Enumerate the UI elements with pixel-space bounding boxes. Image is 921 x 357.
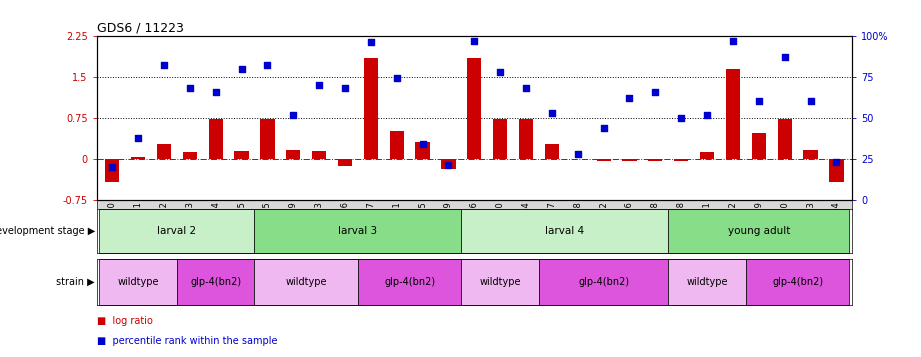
Text: larval 4: larval 4 [545, 226, 585, 236]
Point [467, 38, 482, 44]
Bar [131, 157, 146, 159]
Point [441, 162, 456, 168]
Bar [338, 159, 352, 166]
Point [234, 66, 249, 71]
Point [260, 62, 274, 68]
Point [622, 95, 636, 101]
Bar [358, 259, 461, 305]
Bar [829, 159, 844, 182]
Bar [669, 209, 849, 253]
Bar [157, 144, 171, 159]
Text: wildtype: wildtype [480, 277, 521, 287]
Bar [700, 152, 714, 159]
Bar [746, 259, 849, 305]
Bar [461, 259, 539, 305]
Point [544, 110, 559, 116]
Bar [182, 152, 197, 159]
Bar [261, 120, 274, 159]
Bar [539, 259, 669, 305]
Text: glp-4(bn2): glp-4(bn2) [578, 277, 629, 287]
Bar [777, 120, 792, 159]
Bar [648, 159, 662, 161]
Point [364, 39, 379, 45]
Point [829, 159, 844, 165]
Bar [390, 131, 403, 159]
Point [390, 76, 404, 81]
Text: glp-4(bn2): glp-4(bn2) [190, 277, 241, 287]
Point [519, 85, 533, 91]
Text: larval 2: larval 2 [157, 226, 196, 236]
Bar [208, 120, 223, 159]
Bar [286, 150, 300, 159]
Point [415, 141, 430, 147]
Bar [519, 120, 533, 159]
Bar [254, 209, 461, 253]
Point [803, 99, 818, 104]
Point [286, 112, 300, 117]
Bar [493, 120, 507, 159]
Point [700, 112, 715, 117]
Bar [726, 69, 740, 159]
Bar [254, 259, 358, 305]
Point [208, 89, 223, 94]
Bar [364, 57, 378, 159]
Bar [467, 57, 482, 159]
Text: GDS6 / 11223: GDS6 / 11223 [97, 21, 183, 35]
Bar [803, 150, 818, 159]
Text: young adult: young adult [728, 226, 790, 236]
Bar [441, 159, 456, 169]
Bar [669, 259, 746, 305]
Point [182, 85, 197, 91]
Bar [623, 159, 636, 161]
Text: ■  percentile rank within the sample: ■ percentile rank within the sample [97, 336, 277, 346]
Text: strain ▶: strain ▶ [56, 277, 95, 287]
Text: larval 3: larval 3 [338, 226, 378, 236]
Bar [545, 144, 559, 159]
Text: wildtype: wildtype [117, 277, 158, 287]
Bar [597, 159, 611, 161]
Point [312, 82, 327, 88]
Point [777, 54, 792, 60]
Bar [752, 133, 766, 159]
Point [726, 38, 740, 44]
Bar [235, 151, 249, 159]
Text: ■  log ratio: ■ log ratio [97, 316, 153, 326]
Bar [105, 159, 120, 182]
Point [105, 164, 120, 170]
Point [596, 125, 611, 131]
Point [493, 69, 507, 75]
Point [648, 89, 663, 94]
Bar [674, 159, 688, 161]
Bar [177, 259, 254, 305]
Point [752, 99, 766, 104]
Point [157, 62, 171, 68]
Bar [99, 259, 177, 305]
Point [131, 135, 146, 140]
Point [674, 115, 689, 121]
Text: glp-4(bn2): glp-4(bn2) [772, 277, 823, 287]
Text: development stage ▶: development stage ▶ [0, 226, 95, 236]
Bar [461, 209, 669, 253]
Bar [312, 151, 326, 159]
Bar [415, 142, 430, 159]
Bar [99, 209, 254, 253]
Point [570, 151, 585, 157]
Text: wildtype: wildtype [286, 277, 327, 287]
Point [338, 85, 353, 91]
Text: glp-4(bn2): glp-4(bn2) [384, 277, 436, 287]
Text: wildtype: wildtype [686, 277, 728, 287]
